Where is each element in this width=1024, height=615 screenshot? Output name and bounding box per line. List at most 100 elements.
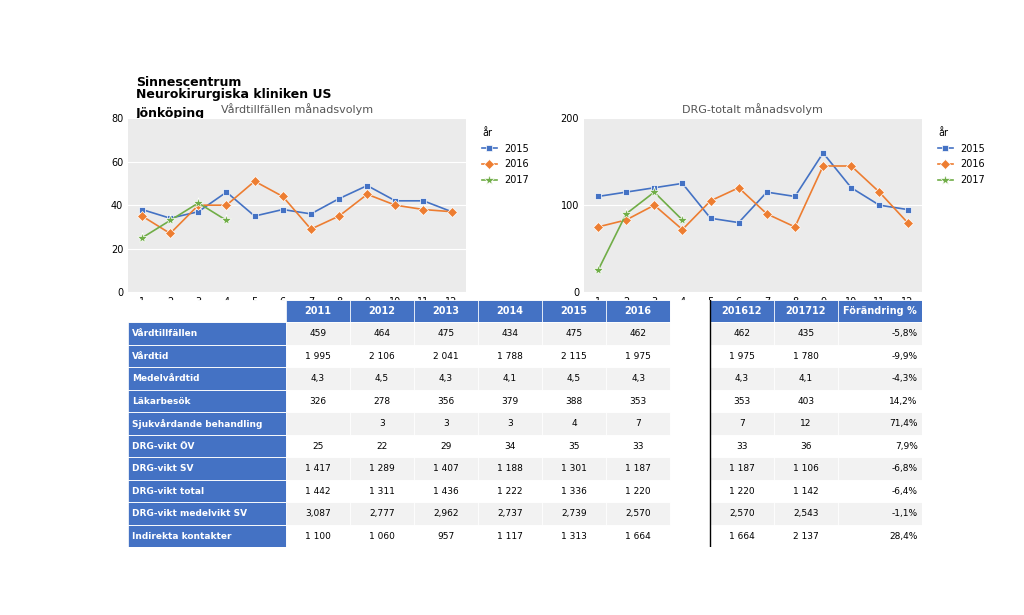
FancyBboxPatch shape [774, 345, 838, 367]
FancyBboxPatch shape [838, 322, 922, 345]
2017 [648, 188, 660, 196]
Text: 3: 3 [443, 419, 449, 428]
Text: Indirekta kontakter: Indirekta kontakter [132, 531, 231, 541]
Text: DRG-vikt SV: DRG-vikt SV [132, 464, 194, 473]
FancyBboxPatch shape [774, 390, 838, 413]
2015 [705, 215, 717, 222]
Text: 4,5: 4,5 [567, 374, 582, 383]
FancyBboxPatch shape [774, 480, 838, 502]
FancyBboxPatch shape [838, 458, 922, 480]
FancyBboxPatch shape [710, 367, 774, 390]
FancyBboxPatch shape [128, 367, 286, 390]
Text: 4,3: 4,3 [439, 374, 453, 383]
Text: 1 336: 1 336 [561, 486, 587, 496]
2016 [788, 223, 801, 231]
FancyBboxPatch shape [128, 480, 286, 502]
2016 [705, 197, 717, 205]
Text: 379: 379 [502, 397, 518, 406]
Text: 388: 388 [565, 397, 583, 406]
FancyBboxPatch shape [774, 435, 838, 458]
Text: 2015: 2015 [560, 306, 588, 316]
FancyBboxPatch shape [671, 345, 710, 367]
Text: 356: 356 [437, 397, 455, 406]
FancyBboxPatch shape [710, 525, 774, 547]
FancyBboxPatch shape [128, 300, 286, 322]
FancyBboxPatch shape [542, 390, 606, 413]
FancyBboxPatch shape [710, 458, 774, 480]
Text: 71,4%: 71,4% [889, 419, 918, 428]
FancyBboxPatch shape [350, 413, 414, 435]
Text: Sinnescentrum: Sinnescentrum [136, 76, 242, 89]
FancyBboxPatch shape [774, 413, 838, 435]
FancyBboxPatch shape [128, 345, 286, 367]
2015 [592, 192, 604, 200]
FancyBboxPatch shape [542, 300, 606, 322]
FancyBboxPatch shape [542, 502, 606, 525]
FancyBboxPatch shape [478, 345, 542, 367]
Text: 4,5: 4,5 [375, 374, 389, 383]
FancyBboxPatch shape [128, 322, 286, 345]
2016 [276, 192, 289, 200]
2015 [333, 195, 345, 202]
Text: 33: 33 [736, 442, 748, 451]
FancyBboxPatch shape [128, 458, 286, 480]
2015 [220, 188, 232, 196]
FancyBboxPatch shape [671, 435, 710, 458]
FancyBboxPatch shape [542, 322, 606, 345]
FancyBboxPatch shape [606, 367, 671, 390]
Text: 4,3: 4,3 [734, 374, 749, 383]
Title: Vårdtillfällen månadsvolym: Vårdtillfällen månadsvolym [221, 103, 373, 114]
Title: DRG-totalt månadsvolym: DRG-totalt månadsvolym [682, 103, 823, 114]
FancyBboxPatch shape [414, 345, 478, 367]
2016 [817, 162, 829, 170]
Text: 1 188: 1 188 [497, 464, 523, 473]
FancyBboxPatch shape [606, 413, 671, 435]
Text: -5,8%: -5,8% [892, 329, 918, 338]
FancyBboxPatch shape [286, 300, 350, 322]
2017 [164, 216, 176, 224]
Text: 1 664: 1 664 [626, 531, 651, 541]
FancyBboxPatch shape [606, 322, 671, 345]
Text: 1 417: 1 417 [305, 464, 331, 473]
2015 [418, 197, 430, 205]
2015 [620, 188, 632, 196]
2016 [761, 210, 773, 218]
Text: 201712: 201712 [785, 306, 826, 316]
Text: 1 975: 1 975 [626, 352, 651, 360]
FancyBboxPatch shape [838, 480, 922, 502]
Text: Jönköping: Jönköping [136, 107, 205, 120]
FancyBboxPatch shape [606, 390, 671, 413]
FancyBboxPatch shape [542, 525, 606, 547]
Text: 25: 25 [312, 442, 324, 451]
FancyBboxPatch shape [710, 413, 774, 435]
FancyBboxPatch shape [671, 480, 710, 502]
2017 [676, 216, 688, 224]
FancyBboxPatch shape [542, 367, 606, 390]
Text: 22: 22 [376, 442, 387, 451]
Text: 2,543: 2,543 [793, 509, 818, 518]
2016 [445, 208, 458, 215]
Text: 278: 278 [374, 397, 390, 406]
Text: -6,4%: -6,4% [892, 486, 918, 496]
FancyBboxPatch shape [774, 300, 838, 322]
Text: 475: 475 [437, 329, 455, 338]
2015 [389, 197, 401, 205]
FancyBboxPatch shape [286, 458, 350, 480]
FancyBboxPatch shape [606, 300, 671, 322]
2016 [333, 212, 345, 220]
2015 [817, 149, 829, 157]
FancyBboxPatch shape [350, 458, 414, 480]
2015 [276, 206, 289, 213]
Text: 2014: 2014 [497, 306, 523, 316]
Text: 7: 7 [738, 419, 744, 428]
Text: 12: 12 [800, 419, 811, 428]
Text: Läkarbesök: Läkarbesök [132, 397, 190, 406]
Text: 4,1: 4,1 [503, 374, 517, 383]
2016 [845, 162, 857, 170]
Text: DRG-vikt medelvikt SV: DRG-vikt medelvikt SV [132, 509, 247, 518]
Text: Förändring %: Förändring % [843, 306, 916, 316]
2015 [901, 206, 913, 213]
Text: 2,570: 2,570 [729, 509, 755, 518]
FancyBboxPatch shape [286, 480, 350, 502]
FancyBboxPatch shape [671, 322, 710, 345]
